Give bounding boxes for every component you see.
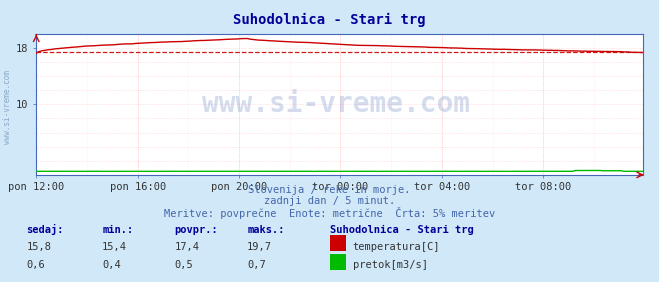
Text: 19,7: 19,7	[247, 242, 272, 252]
Text: Slovenija / reke in morje.: Slovenija / reke in morje.	[248, 185, 411, 195]
Text: 0,4: 0,4	[102, 261, 121, 270]
Text: Suhodolnica - Stari trg: Suhodolnica - Stari trg	[330, 225, 473, 235]
Text: pretok[m3/s]: pretok[m3/s]	[353, 261, 428, 270]
Text: povpr.:: povpr.:	[175, 225, 218, 235]
Text: zadnji dan / 5 minut.: zadnji dan / 5 minut.	[264, 196, 395, 206]
Text: 17,4: 17,4	[175, 242, 200, 252]
Text: maks.:: maks.:	[247, 225, 285, 235]
Text: Meritve: povprečne  Enote: metrične  Črta: 5% meritev: Meritve: povprečne Enote: metrične Črta:…	[164, 207, 495, 219]
Text: Suhodolnica - Stari trg: Suhodolnica - Stari trg	[233, 13, 426, 27]
Text: 0,7: 0,7	[247, 261, 266, 270]
Text: www.si-vreme.com: www.si-vreme.com	[3, 70, 13, 144]
Text: sedaj:: sedaj:	[26, 224, 64, 235]
Text: 15,8: 15,8	[26, 242, 51, 252]
Text: www.si-vreme.com: www.si-vreme.com	[202, 90, 470, 118]
Text: 0,6: 0,6	[26, 261, 45, 270]
Text: min.:: min.:	[102, 225, 133, 235]
Text: 0,5: 0,5	[175, 261, 193, 270]
Text: 15,4: 15,4	[102, 242, 127, 252]
Text: temperatura[C]: temperatura[C]	[353, 242, 440, 252]
